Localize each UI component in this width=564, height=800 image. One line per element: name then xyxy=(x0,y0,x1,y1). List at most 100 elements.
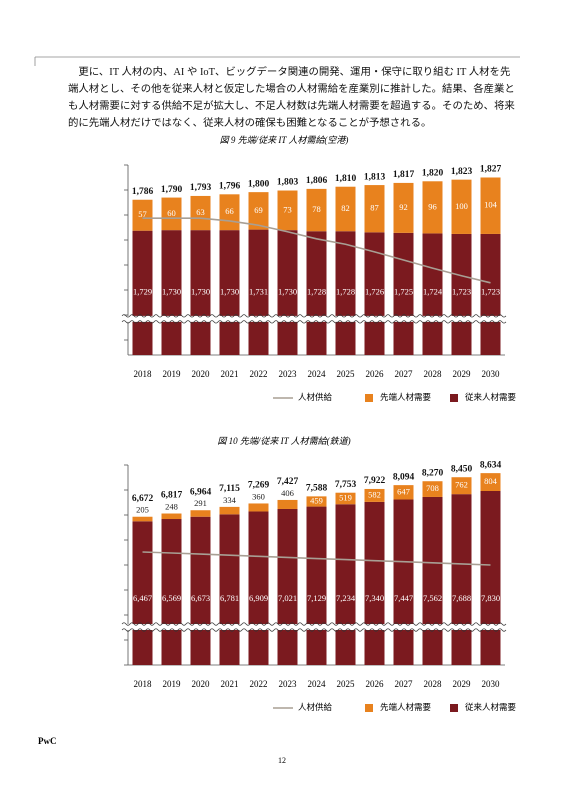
value-label: 87 xyxy=(370,203,379,213)
value-label: 7,447 xyxy=(394,593,413,603)
value-label: 92 xyxy=(399,202,408,212)
value-label: 1,728 xyxy=(307,286,326,296)
value-label: 60 xyxy=(167,208,176,218)
axis-break-mark xyxy=(121,314,507,318)
value-label: 519 xyxy=(339,492,352,502)
x-tick-label: 2020 xyxy=(192,369,211,379)
bar-segment xyxy=(335,231,356,355)
value-label: 69 xyxy=(254,205,263,215)
x-tick-label: 2021 xyxy=(221,369,239,379)
bar-segment xyxy=(248,229,269,355)
total-label: 1,813 xyxy=(364,172,386,182)
bar-segment xyxy=(248,503,269,512)
bar-segment xyxy=(480,233,501,355)
value-label: 1,726 xyxy=(365,286,384,296)
value-label: 7,234 xyxy=(336,593,356,603)
x-tick-label: 2023 xyxy=(279,369,298,379)
bar-segment xyxy=(190,195,211,231)
x-tick-label: 2019 xyxy=(163,369,182,379)
x-tick-label: 2028 xyxy=(424,369,443,379)
value-label: 6,569 xyxy=(162,593,181,603)
x-tick-label: 2027 xyxy=(395,679,414,689)
bar-segment xyxy=(335,504,356,665)
x-tick-label: 2023 xyxy=(279,679,298,689)
bar-segment xyxy=(306,496,327,507)
legend-swatch xyxy=(450,704,458,712)
value-label: 82 xyxy=(341,203,350,213)
total-label: 7,922 xyxy=(364,476,386,486)
bar-segment xyxy=(277,508,298,665)
bar-segment xyxy=(161,513,182,520)
bar-segment xyxy=(248,511,269,665)
value-label: 1,725 xyxy=(394,286,413,296)
bar-segment xyxy=(451,494,472,665)
value-label: 66 xyxy=(225,206,234,216)
total-label: 6,817 xyxy=(161,491,183,501)
bar-segment xyxy=(451,477,472,495)
legend-label: 人材供給 xyxy=(298,702,333,712)
axis-break-mark xyxy=(121,628,507,632)
total-label: 7,588 xyxy=(306,484,328,494)
x-tick-label: 2020 xyxy=(192,679,211,689)
value-label: 6,673 xyxy=(191,593,210,603)
bar-segment xyxy=(219,230,240,355)
value-label: 582 xyxy=(368,489,381,499)
bar-segment xyxy=(306,506,327,665)
value-label: 1,730 xyxy=(220,286,239,296)
value-label: 6,467 xyxy=(133,593,152,603)
bar-segment xyxy=(132,516,153,522)
x-tick-label: 2026 xyxy=(366,679,385,689)
value-label: 459 xyxy=(310,495,323,505)
x-tick-label: 2027 xyxy=(395,369,414,379)
page-number: 12 xyxy=(278,756,286,765)
value-label: 647 xyxy=(397,486,410,496)
value-label: 78 xyxy=(312,204,321,214)
bar-segment xyxy=(422,233,443,355)
total-label: 1,817 xyxy=(393,170,415,180)
total-label: 1,810 xyxy=(335,174,357,184)
bar-segment xyxy=(219,506,240,515)
x-tick-label: 2022 xyxy=(250,679,268,689)
bar-segment xyxy=(248,192,269,230)
legend-label: 先端人材需要 xyxy=(380,392,432,402)
value-label: 1,729 xyxy=(133,286,152,296)
bar-segment xyxy=(393,232,414,355)
bar-segment xyxy=(480,177,501,234)
total-label: 1,796 xyxy=(219,182,241,192)
bar-segment xyxy=(393,485,414,500)
value-label: 360 xyxy=(252,491,265,501)
value-label: 1,724 xyxy=(423,286,443,296)
total-label: 7,115 xyxy=(219,484,240,494)
legend-label: 人材供給 xyxy=(298,392,333,402)
total-label: 1,800 xyxy=(248,179,270,189)
value-label: 804 xyxy=(484,476,498,486)
x-tick-label: 2024 xyxy=(308,369,327,379)
total-label: 1,790 xyxy=(161,185,183,195)
bar-segment xyxy=(132,199,153,231)
bar-segment xyxy=(451,179,472,234)
value-label: 1,731 xyxy=(249,286,268,296)
total-label: 7,269 xyxy=(248,481,270,491)
value-label: 248 xyxy=(165,501,178,511)
x-tick-label: 2022 xyxy=(250,369,268,379)
value-label: 1,730 xyxy=(191,286,210,296)
total-label: 1,803 xyxy=(277,178,299,188)
bar-segment xyxy=(161,230,182,355)
value-label: 7,129 xyxy=(307,593,326,603)
bar-segment xyxy=(277,190,298,231)
value-label: 7,830 xyxy=(481,593,500,603)
legend-label: 従来人材需要 xyxy=(465,392,517,402)
axis-break-gap xyxy=(122,315,507,322)
x-tick-label: 2025 xyxy=(337,679,356,689)
axis-break-gap xyxy=(122,624,507,630)
footer-brand: PwC xyxy=(38,736,57,746)
value-label: 96 xyxy=(428,201,437,211)
value-label: 708 xyxy=(426,483,439,493)
x-tick-label: 2019 xyxy=(163,679,182,689)
value-label: 406 xyxy=(281,488,294,498)
value-label: 57 xyxy=(138,209,147,219)
bar-segment xyxy=(393,182,414,233)
value-label: 1,730 xyxy=(278,286,297,296)
